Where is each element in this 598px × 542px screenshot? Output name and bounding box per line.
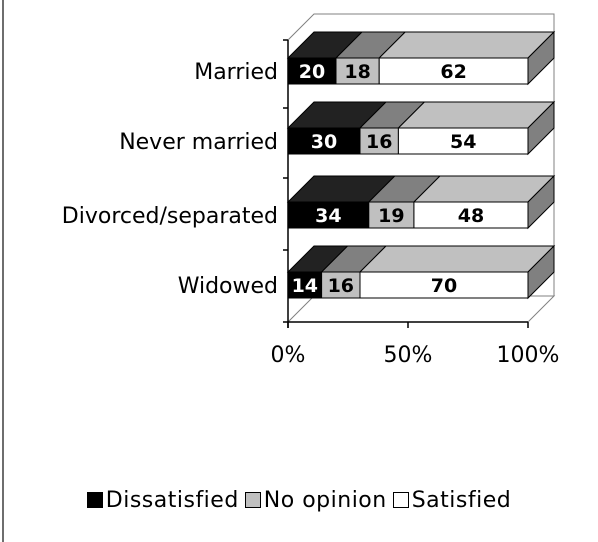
frame-border xyxy=(2,0,4,542)
legend-item: Dissatisfied xyxy=(86,487,239,513)
data-label: 16 xyxy=(328,275,354,297)
legend-swatch xyxy=(244,492,261,508)
data-label: 70 xyxy=(431,275,457,297)
data-label: 30 xyxy=(311,131,337,153)
legend-label: No opinion xyxy=(263,487,387,513)
category-label: Never married xyxy=(119,130,278,155)
data-label: 20 xyxy=(299,61,325,83)
x-tick-label: 100% xyxy=(497,343,560,368)
category-label: Divorced/separated xyxy=(62,204,278,229)
data-label: 34 xyxy=(315,205,341,227)
chart-labels: 0% 50% 100% 20 18 62 Married 30 16 54 Never marrie… xyxy=(62,60,560,368)
bar-satisfied xyxy=(413,201,529,229)
legend-item: No opinion xyxy=(244,487,387,513)
category-label: Widowed xyxy=(178,274,278,299)
bar-satisfied xyxy=(378,57,529,85)
bar-no-opinion xyxy=(321,271,361,299)
data-label: 16 xyxy=(366,131,392,153)
legend-swatch xyxy=(392,492,409,508)
legend-label: Dissatisfied xyxy=(105,487,239,513)
bar-top-face xyxy=(358,245,556,273)
bar-dissatisfied xyxy=(287,271,323,299)
legend: Dissatisfied No opinion Satisfied xyxy=(0,482,598,518)
x-tick-label: 50% xyxy=(384,343,433,368)
chart-bars xyxy=(286,30,556,300)
legend-item: Satisfied xyxy=(392,487,512,513)
bar-no-opinion xyxy=(359,127,399,155)
bar-dissatisfied xyxy=(287,201,370,229)
bar-top-face xyxy=(377,31,556,59)
bar-no-opinion xyxy=(335,57,380,85)
bar-side-face xyxy=(527,174,555,230)
bar-top-face xyxy=(397,101,556,129)
bar-dissatisfied xyxy=(287,57,337,85)
legend-swatch xyxy=(86,492,103,508)
category-label: Married xyxy=(194,60,278,85)
legend-label: Satisfied xyxy=(411,487,512,513)
data-label: 19 xyxy=(378,205,404,227)
data-label: 14 xyxy=(292,275,318,297)
bar-chart: 0% 50% 100% 20 18 62 Married 30 16 54 Never marrie… xyxy=(62,13,560,368)
data-label: 48 xyxy=(458,205,484,227)
bar-side-face xyxy=(527,100,555,156)
x-tick-label: 0% xyxy=(271,343,306,368)
data-label: 54 xyxy=(450,131,476,153)
bar-side-face xyxy=(527,244,555,300)
chart-floor xyxy=(286,295,556,323)
data-label: 62 xyxy=(440,61,466,83)
bar-satisfied xyxy=(359,271,529,299)
bar-side-face xyxy=(527,30,555,86)
data-label: 18 xyxy=(344,61,370,83)
